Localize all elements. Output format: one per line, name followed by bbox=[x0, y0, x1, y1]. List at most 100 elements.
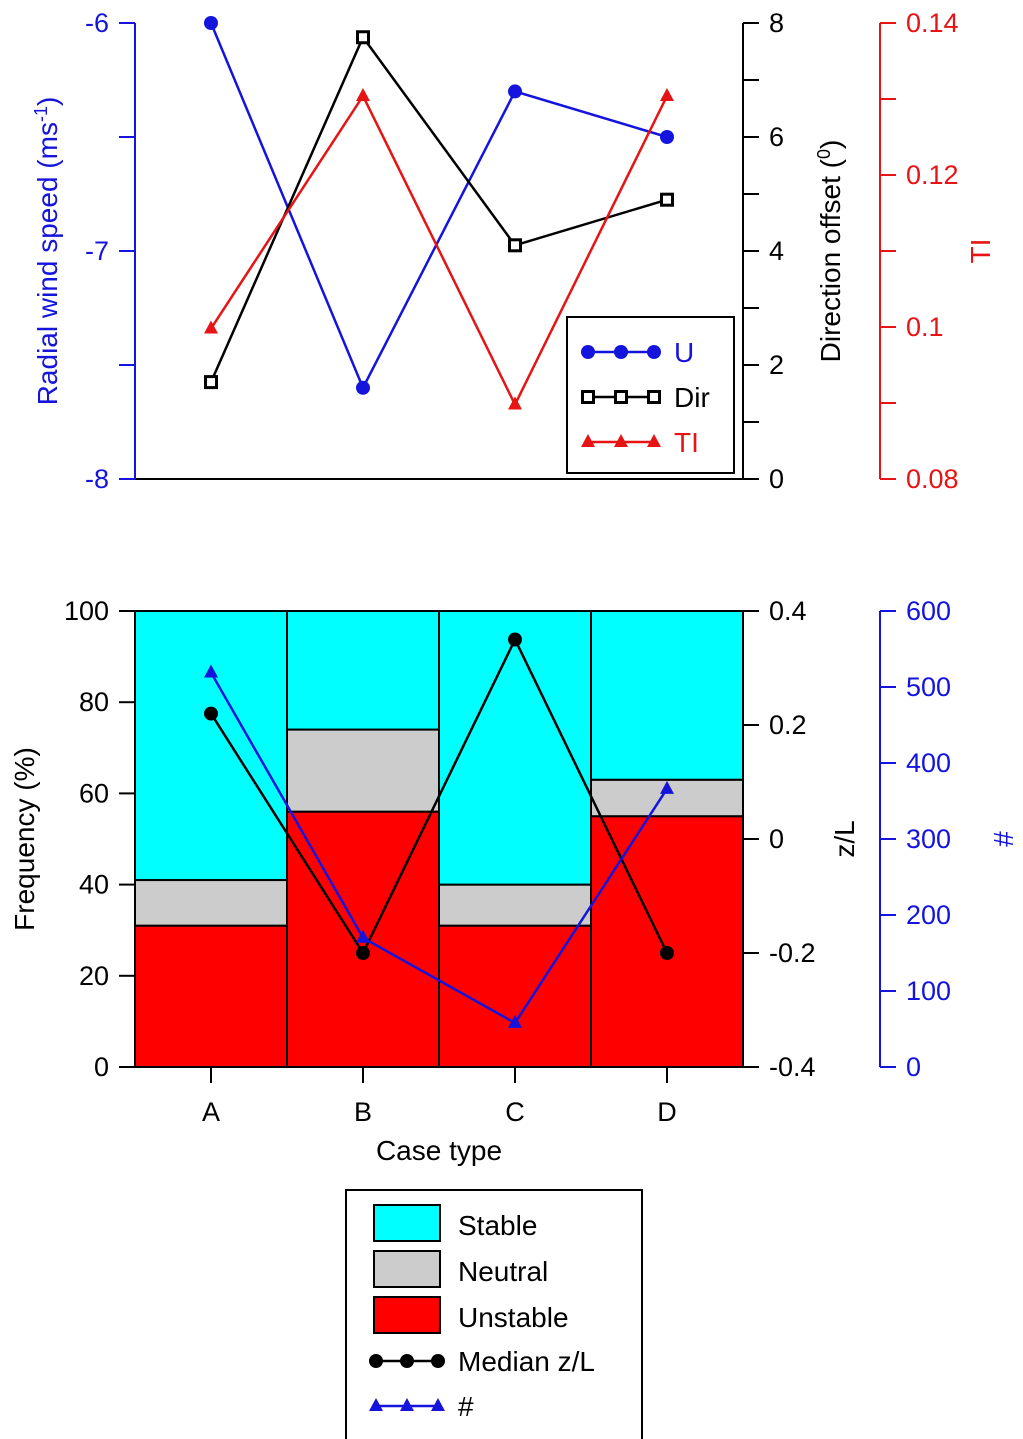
bottom-right1-tick-label: 0.2 bbox=[769, 710, 807, 740]
series-median-z-l-point bbox=[204, 706, 218, 721]
top-right2-tick-label: 0.08 bbox=[906, 464, 959, 494]
bar-neutral-b bbox=[286, 728, 440, 813]
bottom-legend: Stable Neutral Unstable Median z/L # bbox=[345, 1189, 643, 1439]
legend-label-ti: TI bbox=[674, 427, 699, 458]
series-u bbox=[204, 16, 674, 395]
bottom-x-axis-title: Case type bbox=[376, 1135, 502, 1166]
bottom-right1-tick-label: -0.2 bbox=[769, 938, 816, 968]
top-right1-tick-label: 2 bbox=[769, 350, 784, 380]
series-dir-point bbox=[356, 30, 370, 45]
bottom-right2-tick-label: 300 bbox=[906, 824, 951, 854]
legend-entry-u: U bbox=[581, 337, 694, 368]
series-median-z-l-point bbox=[508, 632, 522, 647]
top-legend-entries: U Dir TI bbox=[581, 337, 710, 458]
bottom-right2-ticks: 0 100 200 300 400 500 600 bbox=[880, 596, 951, 1082]
legend-swatch-marker bbox=[647, 434, 661, 447]
bottom-right1-tick-label: 0 bbox=[769, 824, 784, 854]
top-right1-axis-title: Direction offset (0) bbox=[814, 140, 846, 363]
series-count-line bbox=[209, 671, 669, 1025]
bottom-right2-tick-label: 100 bbox=[906, 976, 951, 1006]
legend-swatch-patch bbox=[373, 1250, 441, 1288]
x-tick-label: A bbox=[202, 1097, 220, 1127]
legend-entry-median-z-l: Median z/L bbox=[369, 1346, 595, 1377]
bottom-left-tick-label: 0 bbox=[94, 1052, 109, 1082]
top-right1-tick-label: 8 bbox=[769, 8, 784, 38]
bottom-bars bbox=[134, 610, 744, 1069]
top-left-tick-label: -8 bbox=[85, 464, 109, 494]
series-ti-line bbox=[209, 93, 669, 408]
legend-label-dir: Dir bbox=[674, 382, 710, 413]
series-count-point bbox=[204, 664, 218, 678]
bottom-right1-tick-label: -0.4 bbox=[769, 1052, 816, 1082]
series-u-line bbox=[209, 22, 668, 391]
legend-swatch-marker bbox=[369, 1398, 383, 1411]
series-u-point bbox=[508, 84, 522, 99]
bottom-left-tick-label: 40 bbox=[79, 870, 109, 900]
legend-swatch-marker bbox=[400, 1354, 414, 1368]
top-chart: -8 -7 -6 0 2 4 6 8 0.08 0.1 0.12 0.14 Radial wind… bbox=[31, 8, 996, 494]
top-legend: U Dir TI bbox=[566, 316, 735, 474]
x-tick-label: D bbox=[657, 1097, 677, 1127]
series-count-point bbox=[660, 780, 674, 794]
bar-stable-b bbox=[286, 610, 440, 731]
legend-swatch-marker bbox=[614, 434, 628, 447]
bottom-x-ticks: A B C D bbox=[202, 1067, 677, 1127]
top-right1-tick-label: 0 bbox=[769, 464, 784, 494]
legend-label-count: # bbox=[458, 1391, 474, 1422]
legend-label-neutral: Neutral bbox=[458, 1256, 548, 1287]
legend-entry-ti: TI bbox=[581, 427, 699, 458]
series-u-point bbox=[204, 16, 218, 30]
bottom-right2-tick-label: 0 bbox=[906, 1052, 921, 1082]
legend-swatch-marker bbox=[614, 390, 628, 404]
legend-swatch-patch bbox=[373, 1204, 441, 1242]
series-ti-point bbox=[204, 320, 218, 334]
bottom-left-tick-label: 60 bbox=[79, 778, 109, 808]
bottom-left-tick-label: 100 bbox=[64, 596, 109, 626]
legend-swatch-marker bbox=[614, 345, 628, 359]
series-count bbox=[204, 664, 674, 1028]
bar-unstable-c bbox=[438, 924, 592, 1069]
top-right1-ticks: 0 2 4 6 8 bbox=[743, 8, 784, 494]
series-median-z-l-line bbox=[209, 636, 669, 956]
bottom-left-tick-label: 20 bbox=[79, 961, 109, 991]
series-ti-point bbox=[356, 87, 370, 101]
legend-label-stable: Stable bbox=[458, 1210, 537, 1241]
bottom-right2-tick-label: 600 bbox=[906, 596, 951, 626]
legend-swatch-marker bbox=[581, 390, 595, 404]
legend-swatch-marker bbox=[581, 345, 595, 359]
legend-swatch-patch bbox=[373, 1296, 441, 1334]
legend-swatch-marker bbox=[431, 1354, 445, 1368]
top-right2-ticks: 0.08 0.1 0.12 0.14 bbox=[880, 8, 959, 494]
legend-entry-dir: Dir bbox=[581, 382, 710, 413]
series-count-point bbox=[356, 929, 370, 943]
series-u-point bbox=[660, 130, 674, 144]
top-left-axis-title: Radial wind speed (ms-1) bbox=[31, 97, 63, 406]
bar-unstable-a bbox=[134, 924, 288, 1069]
legend-label-unstable: Unstable bbox=[458, 1302, 569, 1333]
top-series bbox=[204, 16, 674, 410]
bar-neutral-c bbox=[438, 883, 592, 927]
legend-entry-neutral: Neutral bbox=[373, 1250, 548, 1288]
bottom-lines bbox=[204, 632, 674, 1028]
legend-label-u: U bbox=[674, 337, 694, 368]
bottom-left-ticks: 0 20 40 60 80 100 bbox=[64, 596, 135, 1082]
bottom-right2-tick-label: 400 bbox=[906, 748, 951, 778]
bar-stable-d bbox=[590, 610, 744, 781]
bottom-right1-tick-label: 0.4 bbox=[769, 596, 807, 626]
bottom-chart: 0 20 40 60 80 100 -0.4 -0.2 0 0.2 0.4 0 100 200 300 4… bbox=[9, 596, 1019, 1439]
bar-neutral-a bbox=[134, 879, 288, 927]
legend-swatch-marker bbox=[369, 1354, 383, 1368]
series-median-z-l bbox=[204, 632, 674, 960]
bottom-legend-entries: Stable Neutral Unstable Median z/L # bbox=[369, 1204, 595, 1422]
legend-entry-count: # bbox=[369, 1391, 474, 1422]
top-right2-tick-label: 0.1 bbox=[906, 312, 944, 342]
series-ti-point bbox=[660, 87, 674, 101]
legend-swatch-marker bbox=[431, 1398, 445, 1411]
legend-swatch-marker bbox=[400, 1398, 414, 1411]
top-right2-tick-label: 0.14 bbox=[906, 8, 959, 38]
bottom-right1-ticks: -0.4 -0.2 0 0.2 0.4 bbox=[743, 596, 816, 1082]
series-dir-point bbox=[660, 192, 674, 207]
x-tick-label: B bbox=[354, 1097, 372, 1127]
bottom-left-tick-label: 80 bbox=[79, 687, 109, 717]
bar-stable-a bbox=[134, 610, 288, 882]
